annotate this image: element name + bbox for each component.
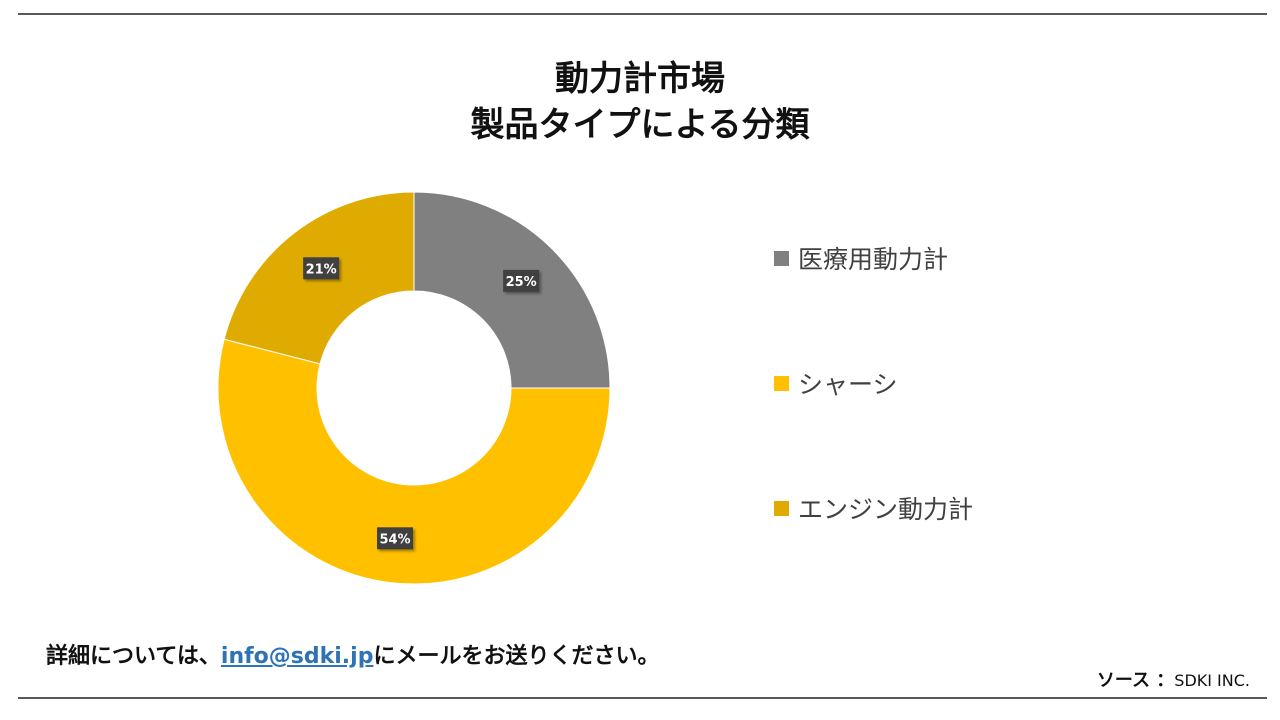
- source-value: SDKI INC.: [1174, 671, 1250, 690]
- data-label-3: 21%: [303, 257, 340, 280]
- source-note: ソース ：SDKI INC.: [1097, 666, 1250, 692]
- legend-swatch-3: [774, 500, 789, 516]
- donut-slice-2: [217, 338, 611, 585]
- legend-label-2: シャーシ: [798, 370, 898, 399]
- data-label-text-3: 21%: [306, 262, 337, 277]
- contact-prefix: 詳細については、: [46, 644, 221, 669]
- data-label-box-2: [377, 527, 414, 550]
- contact-suffix: にメールをお送りください。: [373, 644, 660, 669]
- legend-item-3: エンジン動力計: [774, 490, 973, 526]
- legend-label-3: エンジン動力計: [798, 495, 974, 524]
- data-label-2: 54%: [377, 527, 414, 550]
- legend-swatch-2: [774, 375, 789, 391]
- data-label-box-1: [503, 269, 540, 292]
- legend-item-2: シャーシ: [774, 365, 898, 401]
- donut-slices: [217, 191, 611, 585]
- data-label-text-1: 25%: [506, 275, 537, 290]
- source-label: ソース ：: [1096, 670, 1175, 691]
- legend-label-1: 医療用動力計: [798, 245, 949, 274]
- chart-title-line2: 製品タイプによる分類: [470, 105, 810, 145]
- data-label-text-2: 54%: [379, 532, 410, 547]
- legend-swatch-1: [774, 250, 789, 266]
- top-rule: [18, 13, 1267, 15]
- donut-data-labels: 25% 54% 21%: [303, 257, 540, 550]
- data-label-1: 25%: [503, 269, 540, 292]
- contact-email-link[interactable]: info@sdki.jp: [220, 644, 374, 669]
- bottom-rule: [18, 697, 1267, 699]
- data-label-box-3: [303, 257, 340, 280]
- legend-item-1: 医療用動力計: [774, 240, 948, 276]
- chart-title: 動力計市場 製品タイプによる分類: [0, 56, 1280, 148]
- contact-note: 詳細については、info@sdki.jpにメールをお送りください。: [46, 638, 659, 670]
- chart-title-line1: 動力計市場: [555, 59, 725, 99]
